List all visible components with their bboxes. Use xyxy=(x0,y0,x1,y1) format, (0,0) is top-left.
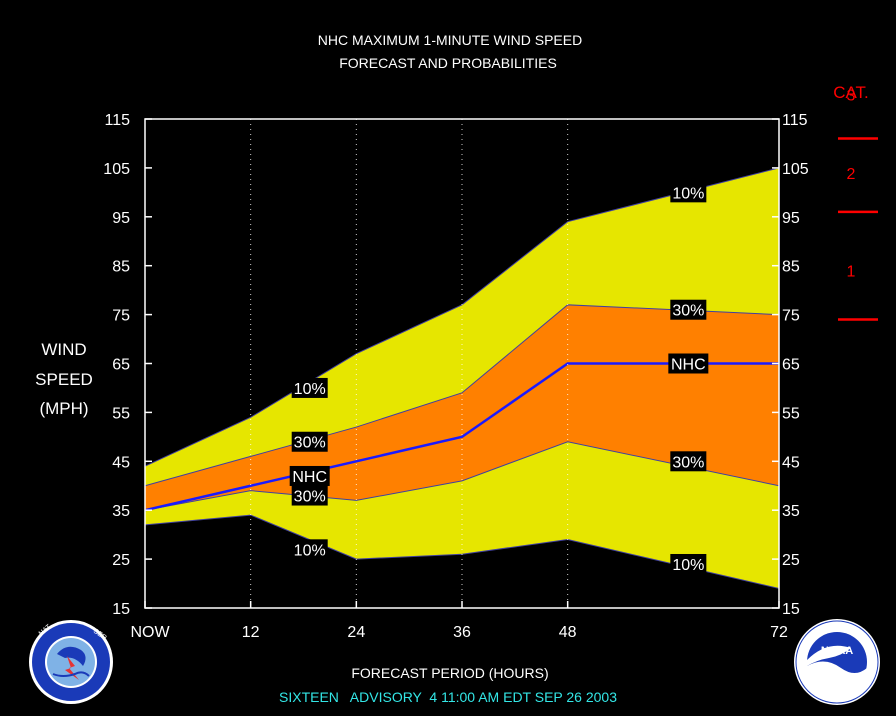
y-tick-label-right: 75 xyxy=(782,308,800,325)
y-tick-label-left: 45 xyxy=(112,454,130,471)
y-tick-label-left: 15 xyxy=(112,601,130,618)
y-tick-label-right: 15 xyxy=(782,601,800,618)
series-label: NHC xyxy=(671,357,706,374)
y-axis-label-line-3: (MPH) xyxy=(39,399,88,418)
band-edge-1 xyxy=(144,514,780,589)
series-label: 30% xyxy=(294,489,326,506)
series-label-box xyxy=(670,182,707,203)
band-edge-0 xyxy=(144,167,780,467)
chart-title: NHC MAXIMUM 1-MINUTE WIND SPEED xyxy=(318,32,582,48)
series-label: 10% xyxy=(672,185,704,202)
y-tick-label-left: 95 xyxy=(112,210,130,227)
x-tick-label: 12 xyxy=(242,624,260,641)
band-edge-2 xyxy=(144,304,780,487)
y-tick-label-right: 25 xyxy=(782,552,800,569)
y-tick-label-left: 105 xyxy=(103,161,130,178)
nhc-forecast-line xyxy=(144,362,779,512)
category-label: 2 xyxy=(847,166,856,183)
y-tick-label-right: 85 xyxy=(782,259,800,276)
category-label: 3 xyxy=(847,88,856,105)
y-tick-label-right: 65 xyxy=(782,357,800,374)
band-edge-3 xyxy=(144,441,780,511)
series-label-box xyxy=(289,465,330,486)
series-label: 10% xyxy=(294,542,326,559)
y-tick-label-left: 55 xyxy=(112,405,130,422)
x-tick-label: NOW xyxy=(130,624,170,641)
series-labels: 10% 30% NHC 30% 10% 10% 30% NHC 30% 10% xyxy=(289,182,709,574)
y-tick-label-right: 55 xyxy=(782,405,800,422)
series-label-box xyxy=(668,353,709,374)
y-tick-label-left: 75 xyxy=(112,308,130,325)
x-tick-label: 48 xyxy=(559,624,577,641)
noaa-logo-icon: NOAA xyxy=(794,619,880,705)
series-label-box xyxy=(670,451,707,472)
series-label: NHC xyxy=(292,469,327,486)
series-label-box xyxy=(291,377,328,398)
y-axis-label-line-2: SPEED xyxy=(35,370,93,389)
category-header: CAT. xyxy=(833,83,869,102)
chart-subtitle: FORECAST AND PROBABILITIES xyxy=(339,55,557,71)
series-label-box xyxy=(291,485,328,506)
y-axis-label-line-1: WIND xyxy=(41,340,86,359)
y-tick-label-left: 25 xyxy=(112,552,130,569)
series-label-box xyxy=(670,299,707,320)
y-tick-label-right: 115 xyxy=(782,112,808,129)
series-label: 10% xyxy=(672,557,704,574)
series-label: 30% xyxy=(672,454,704,471)
series-label-box xyxy=(670,553,707,574)
series-label-box xyxy=(291,539,328,560)
series-label: 30% xyxy=(294,435,326,452)
y-axis-ticks: 15 15 25 25 35 35 45 45 55 55 65 65 75 75 85 85 95 95 105 1… xyxy=(103,112,809,618)
y-tick-label-right: 95 xyxy=(782,210,800,227)
series-label-box xyxy=(291,431,328,452)
y-tick-label-right: 45 xyxy=(782,454,800,471)
noaa-logo-text: NOAA xyxy=(821,645,853,657)
category-scale: CAT.3 2 1 xyxy=(833,83,878,321)
band-30-percent xyxy=(145,304,779,511)
y-tick-label-right: 105 xyxy=(782,161,809,178)
x-axis-ticks: NOW 12 24 36 48 72 xyxy=(130,601,788,641)
x-tick-label: 36 xyxy=(453,624,471,641)
y-tick-label-left: 35 xyxy=(112,503,130,520)
y-tick-label-left: 65 xyxy=(112,357,130,374)
x-axis-label: FORECAST PERIOD (HOURS) xyxy=(351,665,548,681)
y-tick-label-right: 35 xyxy=(782,503,800,520)
category-label: 1 xyxy=(847,264,856,281)
y-tick-label-left: 115 xyxy=(104,112,130,129)
x-tick-label: 24 xyxy=(347,624,365,641)
nws-logo-icon: NAT SER xyxy=(29,620,113,704)
series-label: 10% xyxy=(294,381,326,398)
x-tick-label: 72 xyxy=(770,624,788,641)
advisory-footer: SIXTEEN ADVISORY 4 11:00 AM EDT SEP 26 2… xyxy=(279,689,617,705)
series-label: 30% xyxy=(672,303,704,320)
y-tick-label-left: 85 xyxy=(112,259,130,276)
